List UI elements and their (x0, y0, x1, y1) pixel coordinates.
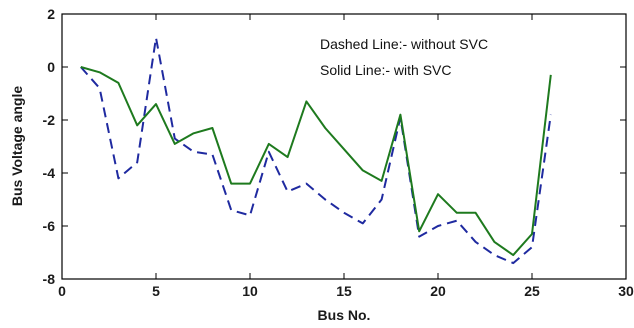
y-tick-label: -6 (43, 218, 56, 234)
y-tick-label: 2 (47, 6, 55, 22)
y-tick-label: -4 (43, 165, 56, 181)
series-layer (80, 36, 552, 265)
x-tick-label: 25 (524, 283, 540, 299)
x-tick-label: 15 (336, 283, 352, 299)
y-axis-label: Bus Voltage angle (9, 86, 25, 207)
x-tick-label: 0 (58, 283, 66, 299)
x-tick-label: 10 (242, 283, 258, 299)
x-axis-label: Bus No. (318, 307, 371, 323)
annotation-solid: Solid Line:- with SVC (320, 62, 452, 78)
y-tick-label: -2 (43, 112, 56, 128)
y-axis-ticks: -8 -6 -4 -2 0 2 (43, 6, 626, 287)
x-tick-label: 5 (152, 283, 160, 299)
y-tick-label: -8 (43, 271, 56, 287)
x-tick-label: 30 (618, 283, 634, 299)
annotation-dashed: Dashed Line:- without SVC (320, 36, 488, 52)
series-line-solid (80, 66, 552, 257)
x-tick-label: 20 (430, 283, 446, 299)
y-tick-label: 0 (47, 59, 55, 75)
x-axis-ticks: 0 5 10 15 20 25 30 (58, 14, 634, 299)
series-line-dashed (80, 36, 552, 265)
